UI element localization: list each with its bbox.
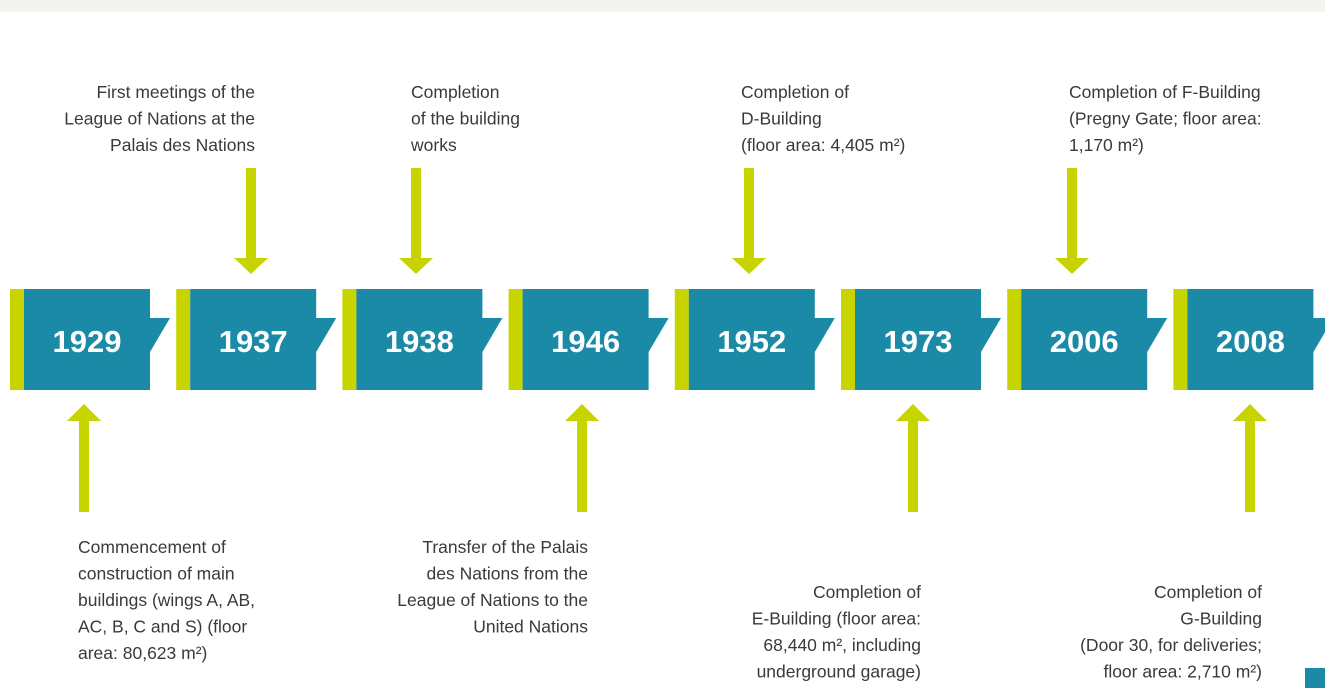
arrow-head — [399, 258, 433, 274]
arrow-shaft — [1245, 419, 1255, 512]
note-line: (Pregny Gate; floor area: — [1069, 109, 1262, 129]
year-box — [855, 289, 1001, 390]
year-box — [24, 289, 170, 390]
year-box — [356, 289, 503, 390]
arrow-head — [1233, 404, 1267, 421]
year-label: 1929 — [53, 324, 122, 359]
year-accent — [10, 289, 24, 390]
year-box — [1021, 289, 1168, 390]
arrow-shaft — [79, 419, 89, 512]
note-line: Completion of — [1154, 582, 1262, 602]
note-line: works — [410, 135, 457, 155]
year-accent — [342, 289, 357, 390]
year-box — [1187, 289, 1325, 390]
year-accent — [841, 289, 855, 390]
year-box — [522, 289, 669, 390]
note-line: D-Building — [741, 109, 822, 129]
note-line: Palais des Nations — [110, 135, 255, 155]
year-label: 1952 — [717, 324, 786, 359]
note-line: Completion of F-Building — [1069, 82, 1261, 102]
note-line: League of Nations to the — [397, 590, 588, 610]
year-accent — [508, 289, 523, 390]
note-line: buildings (wings A, AB, — [78, 590, 255, 610]
year-label: 2008 — [1216, 324, 1285, 359]
note-line: 1,170 m²) — [1069, 135, 1144, 155]
year-label: 1937 — [219, 324, 288, 359]
year-accent — [1173, 289, 1188, 390]
arrow-shaft — [1067, 168, 1077, 260]
note-line: Transfer of the Palais — [422, 537, 588, 557]
year-label: 1973 — [884, 324, 953, 359]
note-line: League of Nations at the — [64, 109, 255, 129]
year-box — [190, 289, 337, 390]
arrow-shaft — [744, 168, 754, 260]
note-line: area: 80,623 m²) — [78, 643, 207, 663]
note-line: (Door 30, for deliveries; — [1080, 635, 1262, 655]
arrow-head — [67, 404, 101, 421]
arrow-head — [732, 258, 766, 274]
note-line: des Nations from the — [427, 564, 588, 584]
arrow-shaft — [577, 419, 587, 512]
year-label: 1938 — [385, 324, 454, 359]
corner-square — [1305, 668, 1325, 688]
note-line: United Nations — [473, 617, 588, 637]
note-line: of the building — [411, 109, 520, 129]
note-line: 68,440 m², including — [763, 635, 921, 655]
note-line: floor area: 2,710 m²) — [1103, 662, 1262, 682]
note-line: construction of main — [78, 564, 235, 584]
note-line: Completion of — [741, 82, 849, 102]
year-label: 1946 — [551, 324, 620, 359]
year-box — [688, 289, 835, 390]
arrow-shaft — [908, 419, 918, 512]
year-accent — [1007, 289, 1022, 390]
note-line: Completion — [411, 82, 500, 102]
note-line: Commencement of — [78, 537, 226, 557]
note-line: AC, B, C and S) (floor — [78, 617, 247, 637]
arrow-head — [234, 258, 268, 274]
note-line: E-Building (floor area: — [752, 609, 921, 629]
note-line: G-Building — [1180, 609, 1262, 629]
note-line: First meetings of the — [96, 82, 255, 102]
arrow-head — [896, 404, 930, 421]
year-accent — [176, 289, 191, 390]
year-accent — [674, 289, 689, 390]
arrow-head — [1055, 258, 1089, 274]
note-line: underground garage) — [757, 662, 921, 682]
year-label: 2006 — [1050, 324, 1119, 359]
arrow-head — [565, 404, 599, 421]
note-line: (floor area: 4,405 m²) — [741, 135, 905, 155]
note-line: Completion of — [813, 582, 921, 602]
arrow-shaft — [411, 168, 421, 260]
arrow-shaft — [246, 168, 256, 260]
